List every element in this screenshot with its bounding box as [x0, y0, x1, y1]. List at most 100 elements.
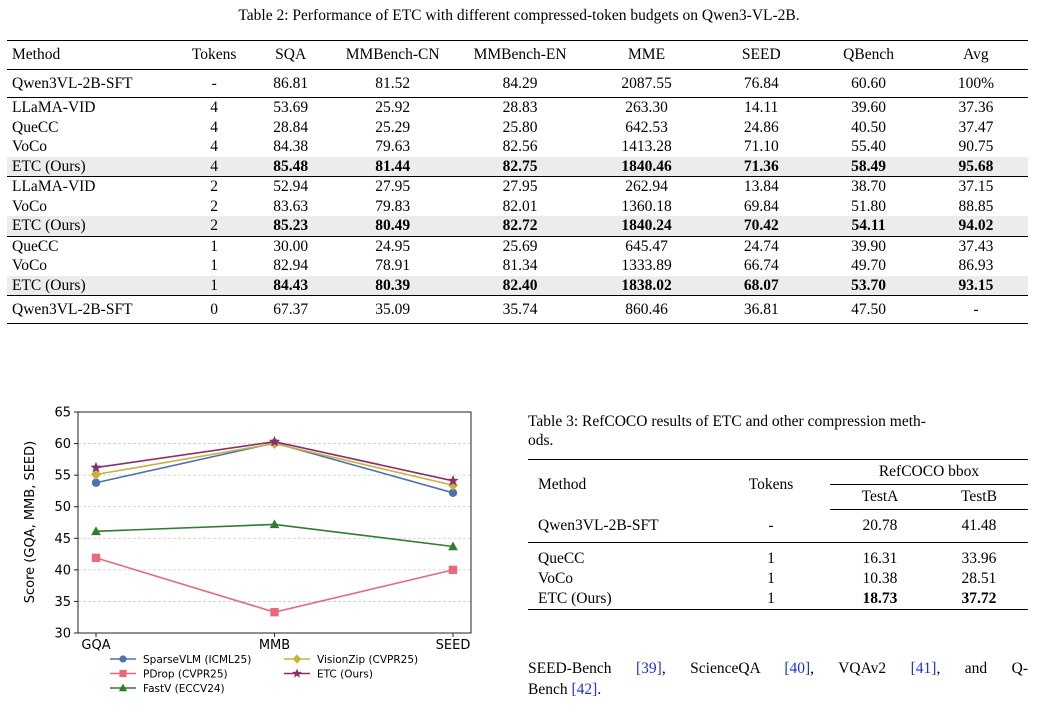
t2-cell: VoCo — [12, 138, 48, 155]
t2-cell: QueCC — [7, 235, 176, 256]
t2-row-ours: ETC (Ours) 2 85.23 80.49 82.72 1840.24 70.42 54… — [7, 216, 1028, 236]
legend-marker — [118, 683, 128, 692]
t3-cell: - — [712, 509, 830, 543]
t2-cell: 1838.02 — [583, 275, 710, 296]
y-tick-label: 40 — [54, 563, 71, 578]
t2-header-cell: MMBench-CN — [328, 40, 457, 70]
t2-cell: 85.23 — [252, 216, 329, 236]
t2-cell: - — [923, 295, 1028, 324]
t2-cell: 13.84 — [709, 176, 814, 197]
t2-cell: 82.40 — [456, 275, 584, 296]
t2-cell: 67.37 — [252, 295, 329, 324]
t2-cell: 76.84 — [743, 74, 779, 92]
t2-cell: 25.80 — [502, 118, 538, 136]
t2-cell: 25.69 — [456, 235, 584, 256]
t2-cell: 51.80 — [851, 197, 886, 215]
t2-cell: 88.85 — [958, 197, 994, 215]
t2-cell: 52.94 — [252, 176, 329, 197]
t2-cell: 2 — [175, 216, 253, 236]
data-point-3-1 — [268, 435, 281, 447]
t2-header-cell: Tokens — [175, 40, 253, 70]
t2-row: QueCC 1 30.00 24.95 25.69 645.47 24.74 39.90 37.… — [7, 235, 1028, 256]
t2-cell: - — [211, 74, 217, 92]
body-paragraph: SEED-Bench [39], ScienceQA [40], VQAv2 [… — [528, 659, 1028, 679]
t2-header-row: Method Tokens SQA MMBench-CN MMBench-EN MME SE… — [7, 40, 1028, 70]
t2-row: Qwen3VL-2B-SFT 0 67.37 35.09 35.74 860.46 36.8… — [7, 295, 1028, 324]
t2-header-cell: MME — [583, 40, 710, 70]
t2-cell: 4 — [175, 156, 253, 177]
t2-cell: QueCC — [12, 118, 59, 136]
t2-cell: 83.63 — [273, 197, 309, 215]
table2: Method Tokens SQA MMBench-CN MMBench-EN MME SE… — [7, 40, 1028, 324]
t2-cell: 95.68 — [923, 156, 1028, 177]
t2-header-cell: Avg — [923, 40, 1028, 70]
t2-cell: 84.43 — [252, 275, 329, 296]
data-point-2-2 — [448, 565, 458, 575]
t3-header-method: Method — [528, 459, 712, 510]
t2-cell: 37.47 — [958, 118, 994, 136]
t2-row: VoCo 1 82.94 78.91 81.34 1333.89 66.74 49.70 86.… — [7, 256, 1028, 276]
t2-row: LLaMA-VID 4 53.69 25.92 28.83 263.30 14.11 39.6… — [7, 97, 1028, 118]
x-tick-label: MMB — [259, 638, 290, 653]
y-tick-label: 45 — [54, 532, 71, 547]
t2-cell: 1413.28 — [621, 138, 672, 155]
t2-cell: 47.50 — [813, 295, 924, 324]
t2-header-cell: SEED — [709, 40, 814, 70]
t3-cell: 33.96 — [961, 550, 997, 567]
t2-row: Qwen3VL-2B-SFT - 86.81 81.52 84.29 2087.55 76.… — [7, 70, 1028, 98]
t2-cell: 263.30 — [583, 97, 710, 118]
citation-link[interactable]: [41] — [910, 660, 937, 677]
t3-cell: 41.48 — [929, 509, 1028, 543]
compression-line-chart: 30 35 40 45 50 55 60 65 GQA MMB SEED Score (GQA, … — [23, 406, 472, 695]
t3-cell: 20.78 — [830, 509, 930, 543]
t2-cell: 68.07 — [709, 275, 814, 296]
t2-cell: 70.42 — [709, 216, 814, 236]
x-tick-label: SEED — [436, 638, 471, 653]
t2-cell: 645.47 — [583, 235, 710, 256]
citation-link[interactable]: [40] — [784, 660, 811, 677]
t2-cell: 81.52 — [375, 74, 411, 92]
t2-header-cell: SQA — [252, 40, 329, 70]
t2-cell: 66.74 — [743, 257, 779, 274]
t2-cell: 86.93 — [958, 257, 994, 274]
data-point-0-0 — [91, 478, 101, 487]
t2-cell: 642.53 — [625, 118, 668, 136]
body-text: , and Q- — [936, 660, 1028, 677]
t2-cell: 1 — [175, 235, 253, 256]
x-tick-label: GQA — [81, 638, 110, 653]
t2-cell: 1360.18 — [621, 197, 672, 215]
t2-row-ours: ETC (Ours) 4 85.48 81.44 82.75 1840.46 71.36 58… — [7, 156, 1028, 177]
t2-cell: 25.29 — [375, 118, 411, 136]
t2-cell: 71.36 — [709, 156, 814, 177]
t3-cell: 28.51 — [961, 570, 997, 587]
t2-cell: 24.86 — [743, 118, 779, 136]
t2-cell: 38.70 — [813, 176, 924, 197]
t2-cell: 82.56 — [502, 138, 538, 155]
t2-cell: 84.29 — [502, 74, 538, 92]
t2-cell: 37.36 — [923, 97, 1028, 118]
t2-cell: 71.10 — [743, 138, 779, 155]
t2-cell: 2087.55 — [621, 74, 672, 92]
citation-link[interactable]: [42] — [571, 681, 598, 698]
series-line-1 — [95, 442, 454, 487]
data-point-2-0 — [91, 553, 101, 563]
t2-cell: 27.95 — [456, 176, 584, 197]
t2-cell: 35.09 — [328, 295, 457, 324]
t2-cell: 4 — [210, 138, 219, 155]
y-axis-label: Score (GQA, MMB, SEED) — [23, 441, 38, 603]
t3-cell: ETC (Ours) — [528, 589, 712, 610]
citation-link[interactable]: [39] — [635, 660, 662, 677]
t2-header-cell: MMBench-EN — [456, 40, 584, 70]
t2-cell: 82.01 — [502, 197, 538, 215]
t2-cell: 39.60 — [813, 97, 924, 118]
data-point-0-2 — [448, 488, 458, 498]
t2-cell: 55.40 — [851, 138, 886, 155]
t2-cell: ETC (Ours) — [7, 275, 176, 296]
y-tick-label: 55 — [54, 469, 71, 484]
body-text: Bench — [528, 681, 572, 698]
data-point-1-0 — [90, 469, 102, 480]
t2-cell: 860.46 — [583, 295, 710, 324]
data-point-1-2 — [447, 479, 459, 491]
series-line-0 — [95, 442, 454, 494]
t3-cell: 16.31 — [862, 550, 898, 567]
